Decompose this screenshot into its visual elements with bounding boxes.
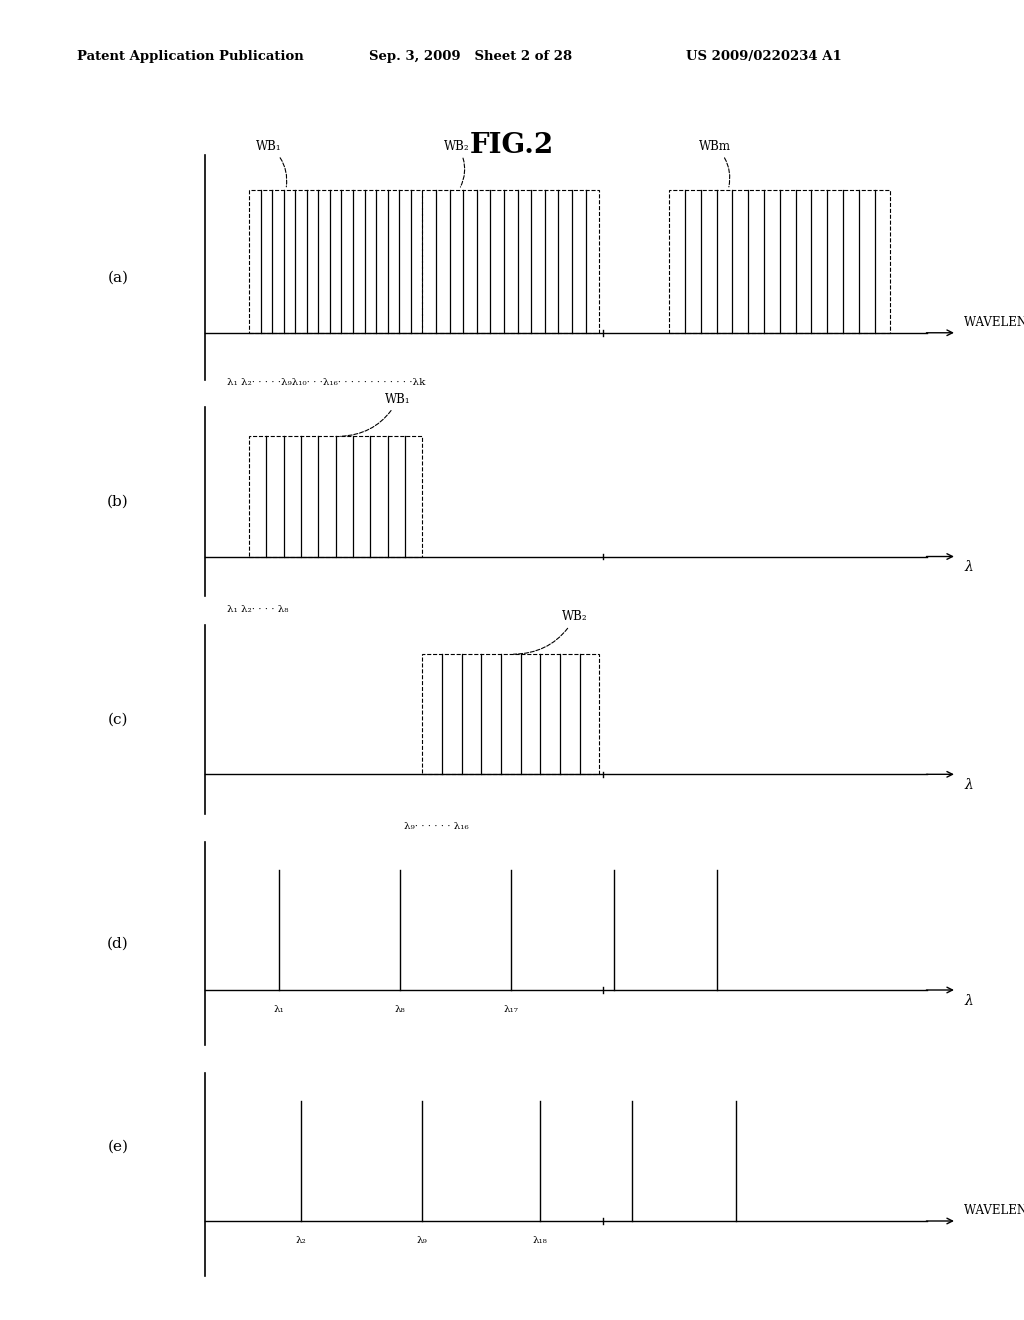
- Text: US 2009/0220234 A1: US 2009/0220234 A1: [686, 50, 842, 63]
- Text: WB₂: WB₂: [514, 610, 588, 655]
- Text: (b): (b): [106, 495, 129, 508]
- Text: (d): (d): [106, 937, 129, 950]
- Text: λ₁ λ₂· · · · ·λ₉λ₁₀· · ·λ₁₆· · · · · · · · · · · ·λk: λ₁ λ₂· · · · ·λ₉λ₁₀· · ·λ₁₆· · · · · · ·…: [227, 378, 425, 387]
- Text: WB₂: WB₂: [444, 140, 470, 187]
- Text: WB₁: WB₁: [340, 392, 411, 437]
- Bar: [670, 190, 891, 333]
- Bar: [249, 190, 422, 333]
- Text: λ: λ: [965, 560, 973, 574]
- Text: λ₈: λ₈: [395, 1005, 406, 1014]
- Text: λ₁₈: λ₁₈: [532, 1236, 548, 1245]
- Text: λ₂: λ₂: [295, 1236, 306, 1245]
- Text: WAVELENGTH λ: WAVELENGTH λ: [965, 1204, 1024, 1217]
- Text: λ₁ λ₂· · · · λ₈: λ₁ λ₂· · · · λ₈: [227, 605, 289, 614]
- Text: λ₁₇: λ₁₇: [504, 1005, 518, 1014]
- Text: (e): (e): [108, 1140, 128, 1154]
- Text: FIG.2: FIG.2: [470, 132, 554, 158]
- Text: λ: λ: [965, 777, 973, 792]
- Text: Sep. 3, 2009   Sheet 2 of 28: Sep. 3, 2009 Sheet 2 of 28: [369, 50, 571, 63]
- Text: λ₉· · · · · · λ₁₆: λ₉· · · · · · λ₁₆: [403, 822, 469, 832]
- Bar: [249, 437, 422, 557]
- Bar: [422, 190, 599, 333]
- Text: WBm: WBm: [698, 140, 731, 187]
- Text: (a): (a): [108, 271, 128, 285]
- Bar: [422, 655, 599, 775]
- Text: WB₁: WB₁: [256, 140, 287, 187]
- Text: λ₁: λ₁: [273, 1005, 284, 1014]
- Text: λ: λ: [965, 994, 973, 1007]
- Text: WAVELENGTH λ: WAVELENGTH λ: [965, 315, 1024, 329]
- Text: λ₉: λ₉: [417, 1236, 428, 1245]
- Text: (c): (c): [108, 713, 128, 726]
- Text: Patent Application Publication: Patent Application Publication: [77, 50, 303, 63]
